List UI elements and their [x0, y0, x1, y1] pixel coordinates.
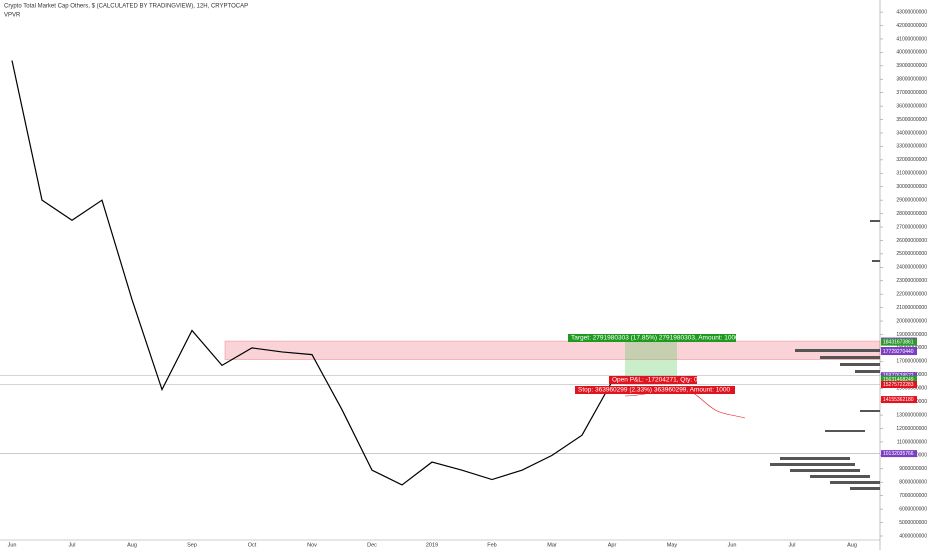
x-tick-label: Mar — [547, 542, 557, 548]
price-label-box — [881, 348, 917, 356]
y-tick-label: 22000000000 — [896, 292, 927, 298]
x-tick-label: Jul — [788, 542, 795, 548]
y-tick-label: 38000000000 — [896, 77, 927, 83]
y-tick-label: 25000000000 — [896, 251, 927, 257]
y-tick-label: 43000000000 — [896, 9, 927, 15]
y-tick-label: 6000000000 — [899, 506, 927, 512]
price-label-box — [881, 376, 917, 384]
price-label-box — [881, 396, 917, 404]
y-tick-label: 34000000000 — [896, 130, 927, 136]
x-tick-label: Aug — [847, 542, 857, 548]
x-tick-label: Jun — [728, 542, 737, 548]
x-tick-label: Jul — [68, 542, 75, 548]
x-tick-label: Dec — [367, 542, 377, 548]
x-tick-label: May — [667, 542, 678, 548]
chart-title: Crypto Total Market Cap Others, $ (CALCU… — [4, 4, 248, 10]
x-tick-label: 2019 — [426, 542, 438, 548]
y-tick-label: 8000000000 — [899, 480, 927, 486]
y-tick-label: 11000000000 — [897, 439, 927, 445]
y-tick-label: 42000000000 — [896, 23, 927, 29]
annotation-box — [568, 334, 736, 342]
y-tick-label: 17000000000 — [896, 359, 927, 365]
y-tick-label: 23000000000 — [896, 278, 927, 284]
price-label: 17729270440 — [883, 349, 914, 355]
annotation: Target: 2791980303 (17.85%) 2791980303, … — [571, 335, 739, 342]
vp-bar — [770, 463, 855, 466]
y-tick-label: 5000000000 — [899, 520, 927, 526]
y-tick-label: 28000000000 — [896, 211, 927, 217]
y-tick-label: 9000000000 — [899, 466, 927, 472]
indicator-label: VPVR — [4, 13, 21, 19]
vp-bar — [855, 370, 880, 373]
x-tick-label: Apr — [608, 542, 617, 548]
y-tick-label: 39000000000 — [896, 63, 927, 69]
target-zone — [625, 341, 677, 376]
y-tick-label: 4000000000 — [899, 533, 927, 539]
vp-bar — [825, 430, 865, 432]
vp-bar — [840, 363, 880, 366]
y-tick-label: 21000000000 — [896, 305, 927, 311]
annotation-box — [575, 386, 735, 394]
y-tick-label: 12000000000 — [896, 426, 927, 432]
y-tick-label: 27000000000 — [896, 224, 927, 230]
y-tick-label: 26000000000 — [896, 238, 927, 244]
price-label: 14155362180 — [883, 397, 914, 403]
resistance-zone — [224, 340, 881, 360]
annotation-box — [609, 376, 697, 384]
x-tick-label: Feb — [487, 542, 496, 548]
y-tick-label: 31000000000 — [896, 171, 927, 177]
x-tick-label: Jun — [8, 542, 17, 548]
y-tick-label: 37000000000 — [896, 90, 927, 96]
price-label: 10132035766 — [883, 451, 914, 457]
vp-bar — [810, 475, 870, 478]
y-tick-label: 29000000000 — [896, 197, 927, 203]
price-label: 15631468249 — [883, 377, 914, 383]
annotation: Open P&L: -17204271, Qty: 0 — [612, 377, 698, 384]
y-tick-label: 7000000000 — [899, 493, 927, 499]
y-tick-label: 24000000000 — [896, 265, 927, 271]
y-tick-label: 13000000000 — [896, 412, 927, 418]
x-tick-label: Sep — [187, 542, 197, 548]
vp-bar — [850, 487, 880, 490]
x-tick-label: Oct — [248, 542, 257, 548]
vp-bar — [872, 260, 880, 262]
y-tick-label: 32000000000 — [896, 157, 927, 163]
y-tick-label: 36000000000 — [896, 103, 927, 109]
price-line — [11, 60, 613, 486]
vp-bar — [780, 457, 850, 460]
y-tick-label: 41000000000 — [896, 36, 927, 42]
volume-profile — [770, 220, 880, 490]
price-label-box — [881, 338, 917, 346]
x-tick-label: Nov — [307, 542, 317, 548]
y-tick-label: 30000000000 — [896, 184, 927, 190]
vp-bar — [820, 356, 880, 359]
y-tick-label: 33000000000 — [896, 144, 927, 150]
vp-bar — [870, 220, 880, 222]
x-tick-label: Aug — [127, 542, 137, 548]
y-tick-label: 20000000000 — [896, 318, 927, 324]
annotation: Stop: 363960299 (2.33%) 363960299, Amoun… — [578, 387, 731, 394]
vp-bar — [830, 481, 880, 484]
vp-bar — [790, 469, 860, 472]
y-tick-label: 35000000000 — [896, 117, 927, 123]
vp-bar — [860, 410, 880, 412]
price-label-box — [881, 450, 917, 458]
y-tick-label: 15000000000 — [896, 386, 927, 392]
price-label-box — [881, 381, 917, 389]
y-tick-label: 40000000000 — [896, 50, 927, 56]
price-label: 15275722283 — [883, 382, 914, 388]
price-label: 18431673861 — [883, 339, 914, 345]
y-tick-label: 19000000000 — [896, 332, 927, 338]
vp-bar — [795, 349, 880, 352]
